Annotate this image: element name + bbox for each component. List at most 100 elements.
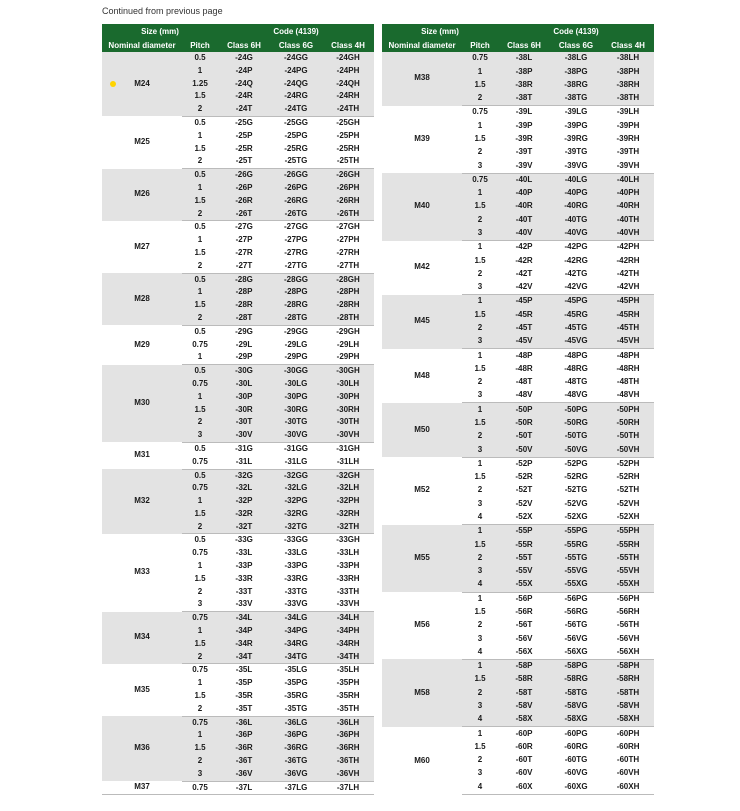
code-cell: -50T: [498, 430, 550, 443]
pitch-cell: 1.5: [182, 143, 218, 156]
code-cell: -26T: [218, 208, 270, 221]
code-cell: -58TG: [550, 687, 602, 700]
nominal-cell: M42: [382, 241, 462, 295]
pitch-cell: 0.5: [182, 52, 218, 65]
pitch-cell: 1.5: [462, 606, 498, 619]
pitch-cell: 1.5: [462, 363, 498, 376]
pitch-cell: 2: [462, 484, 498, 497]
th-size: Size (mm): [382, 24, 498, 39]
code-cell: -45RG: [550, 308, 602, 321]
code-cell: -37LH: [322, 781, 374, 795]
code-cell: -25R: [218, 143, 270, 156]
pitch-cell: 2: [182, 103, 218, 116]
code-cell: -55RG: [550, 538, 602, 551]
code-cell: -36TH: [322, 755, 374, 768]
code-cell: -52RG: [550, 471, 602, 484]
pitch-cell: 3: [462, 767, 498, 780]
code-cell: -25PH: [322, 130, 374, 143]
code-cell: -42TG: [550, 268, 602, 281]
code-cell: -38LG: [550, 52, 602, 65]
code-cell: -31G: [218, 442, 270, 455]
code-cell: -30TG: [270, 416, 322, 429]
code-cell: -28RH: [322, 299, 374, 312]
code-cell: -48TG: [550, 376, 602, 389]
code-cell: -58T: [498, 687, 550, 700]
table-row: M551-55P-55PG-55PH: [382, 525, 654, 539]
code-cell: -38TH: [602, 92, 654, 106]
code-cell: -35RG: [270, 690, 322, 703]
code-cell: -30L: [218, 378, 270, 391]
code-cell: -48VH: [602, 389, 654, 403]
pitch-cell: 0.75: [182, 716, 218, 729]
code-cell: -56R: [498, 606, 550, 619]
code-cell: -42TH: [602, 268, 654, 281]
pitch-cell: 3: [462, 443, 498, 457]
pitch-cell: 0.5: [182, 365, 218, 378]
code-cell: -24GG: [270, 52, 322, 65]
code-cell: -56V: [498, 632, 550, 645]
code-cell: -50TG: [550, 430, 602, 443]
pitch-cell: 2: [462, 552, 498, 565]
code-cell: -48TH: [602, 376, 654, 389]
code-cell: -24RH: [322, 90, 374, 103]
code-cell: -24T: [218, 103, 270, 116]
code-cell: -36PG: [270, 729, 322, 742]
code-cell: -26R: [218, 195, 270, 208]
code-cell: -56XG: [550, 646, 602, 660]
table-row: M370.75-37L-37LG-37LH: [102, 781, 374, 795]
pitch-cell: 1.5: [462, 308, 498, 321]
nominal-cell: M35: [102, 664, 182, 716]
code-cell: -25PG: [270, 130, 322, 143]
nominal-label: M60: [414, 756, 430, 765]
code-cell: -24R: [218, 90, 270, 103]
nominal-cell: M45: [382, 295, 462, 349]
code-cell: -33V: [218, 598, 270, 611]
code-cell: -58RG: [550, 673, 602, 686]
pitch-cell: 0.5: [182, 534, 218, 547]
code-cell: -40LH: [602, 173, 654, 187]
code-cell: -29GG: [270, 325, 322, 338]
code-cell: -33VH: [322, 598, 374, 611]
code-cell: -33L: [218, 547, 270, 560]
pitch-cell: 4: [462, 646, 498, 660]
code-cell: -45P: [498, 295, 550, 309]
pitch-cell: 2: [182, 260, 218, 273]
code-cell: -39VH: [602, 159, 654, 173]
pitch-cell: 1: [462, 592, 498, 606]
code-cell: -52V: [498, 498, 550, 511]
code-cell: -32G: [218, 469, 270, 482]
code-cell: -38RG: [550, 79, 602, 92]
table-row: M320.5-32G-32GG-32GH: [102, 469, 374, 482]
code-cell: -50PH: [602, 403, 654, 417]
code-cell: -29LG: [270, 339, 322, 352]
code-cell: -60VH: [602, 767, 654, 780]
code-cell: -27PH: [322, 234, 374, 247]
code-cell: -42P: [498, 241, 550, 255]
table-row: M360.75-36L-36LG-36LH: [102, 716, 374, 729]
code-cell: -30LH: [322, 378, 374, 391]
th-pitch: Pitch: [182, 39, 218, 52]
nominal-label: M35: [134, 685, 150, 694]
code-cell: -42RH: [602, 254, 654, 267]
code-cell: -60T: [498, 754, 550, 767]
code-cell: -52XG: [550, 511, 602, 525]
code-cell: -33PH: [322, 560, 374, 573]
code-cell: -55PH: [602, 525, 654, 539]
code-cell: -27R: [218, 247, 270, 260]
code-cell: -58PH: [602, 659, 654, 673]
code-cell: -25RH: [322, 143, 374, 156]
code-cell: -35RH: [322, 690, 374, 703]
code-cell: -38L: [498, 52, 550, 65]
code-cell: -52VG: [550, 498, 602, 511]
pitch-cell: 4: [462, 511, 498, 525]
code-cell: -36RH: [322, 742, 374, 755]
code-cell: -38TG: [550, 92, 602, 106]
code-cell: -58R: [498, 673, 550, 686]
code-cell: -35T: [218, 703, 270, 716]
pitch-cell: 1: [182, 234, 218, 247]
nominal-label: M39: [414, 134, 430, 143]
pitch-cell: 1.5: [182, 90, 218, 103]
code-cell: -32R: [218, 508, 270, 521]
code-cell: -28TH: [322, 312, 374, 325]
pitch-cell: 3: [462, 335, 498, 349]
